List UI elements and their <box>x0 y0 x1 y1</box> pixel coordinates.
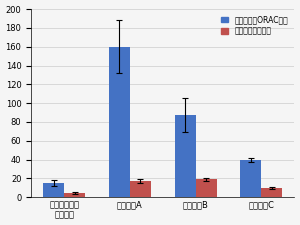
Legend: 抗酸化能（ORAC値）, 総フェノール含量: 抗酸化能（ORAC値）, 総フェノール含量 <box>218 13 291 38</box>
Bar <box>261 188 283 197</box>
Bar <box>175 115 196 197</box>
Bar <box>240 160 261 197</box>
Bar <box>130 181 151 197</box>
Bar <box>196 179 217 197</box>
Bar <box>109 47 130 197</box>
Bar <box>43 183 64 197</box>
Bar <box>64 193 85 197</box>
